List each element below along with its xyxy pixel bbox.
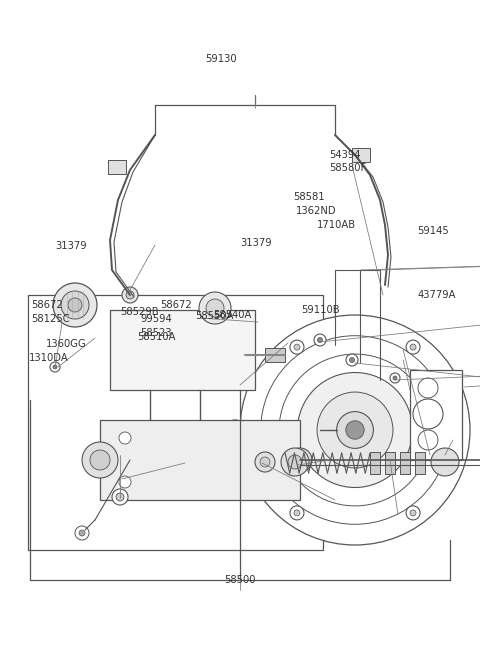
Circle shape [393, 376, 397, 380]
Text: 1360GG: 1360GG [46, 339, 86, 350]
Circle shape [317, 392, 393, 468]
Text: 59130: 59130 [205, 54, 237, 64]
Circle shape [119, 476, 131, 488]
Bar [415, 452, 425, 474]
Circle shape [413, 399, 443, 429]
Circle shape [126, 291, 134, 299]
Text: 1710AB: 1710AB [317, 220, 356, 230]
Circle shape [294, 344, 300, 350]
Circle shape [82, 442, 118, 478]
Text: 58125C: 58125C [31, 314, 70, 325]
Text: 58672: 58672 [160, 300, 192, 310]
Text: 99594: 99594 [140, 314, 172, 325]
Bar [265, 348, 285, 362]
Text: 1362ND: 1362ND [296, 206, 336, 216]
Circle shape [288, 455, 302, 469]
Text: 58510A: 58510A [137, 331, 175, 342]
Circle shape [406, 506, 420, 520]
Circle shape [260, 457, 270, 467]
Text: 59145: 59145 [418, 226, 449, 236]
Bar [400, 452, 410, 474]
Text: 1310DA: 1310DA [29, 352, 69, 363]
Bar [410, 370, 462, 460]
Circle shape [294, 510, 300, 516]
Circle shape [112, 489, 128, 505]
Circle shape [240, 315, 470, 545]
Circle shape [346, 420, 364, 440]
Text: 54394: 54394 [329, 150, 361, 160]
Circle shape [346, 354, 358, 366]
Bar [352, 148, 370, 162]
Circle shape [119, 432, 131, 444]
Circle shape [418, 378, 438, 398]
Circle shape [290, 506, 304, 520]
Circle shape [50, 362, 60, 372]
Circle shape [410, 510, 416, 516]
Circle shape [225, 420, 245, 440]
Circle shape [314, 334, 326, 346]
Text: 58500: 58500 [224, 575, 256, 585]
Circle shape [349, 358, 355, 363]
Text: 31379: 31379 [55, 241, 87, 251]
Circle shape [431, 448, 459, 476]
Bar [370, 452, 380, 474]
Bar [110, 310, 255, 390]
Bar [385, 452, 395, 474]
Circle shape [90, 450, 110, 470]
Circle shape [281, 448, 309, 476]
Circle shape [199, 292, 231, 324]
Circle shape [75, 526, 89, 540]
Bar [108, 160, 126, 174]
Circle shape [279, 354, 431, 506]
Text: 43779A: 43779A [418, 290, 456, 300]
Text: 58672: 58672 [31, 300, 63, 310]
Circle shape [317, 337, 323, 342]
Circle shape [61, 291, 89, 319]
Text: 58540A: 58540A [214, 310, 252, 320]
Circle shape [116, 493, 124, 501]
Circle shape [68, 298, 82, 312]
Circle shape [53, 283, 97, 327]
Circle shape [79, 530, 85, 536]
Text: 58529B: 58529B [120, 306, 158, 317]
Text: 59110B: 59110B [301, 304, 340, 315]
Text: 58581: 58581 [293, 192, 324, 202]
Bar [28, 295, 323, 550]
Text: 58580F: 58580F [329, 163, 367, 173]
Circle shape [288, 448, 312, 472]
Circle shape [298, 373, 412, 487]
Circle shape [53, 365, 57, 369]
Text: 31379: 31379 [240, 237, 272, 248]
Circle shape [122, 287, 138, 303]
Text: 58523: 58523 [140, 327, 172, 338]
Circle shape [206, 299, 224, 317]
Circle shape [261, 336, 449, 524]
Circle shape [336, 411, 373, 449]
Circle shape [255, 452, 275, 472]
Circle shape [290, 340, 304, 354]
Text: 58550A: 58550A [195, 311, 234, 321]
Circle shape [410, 344, 416, 350]
Circle shape [406, 340, 420, 354]
Bar [100, 420, 300, 500]
Circle shape [390, 373, 400, 383]
Circle shape [418, 430, 438, 450]
